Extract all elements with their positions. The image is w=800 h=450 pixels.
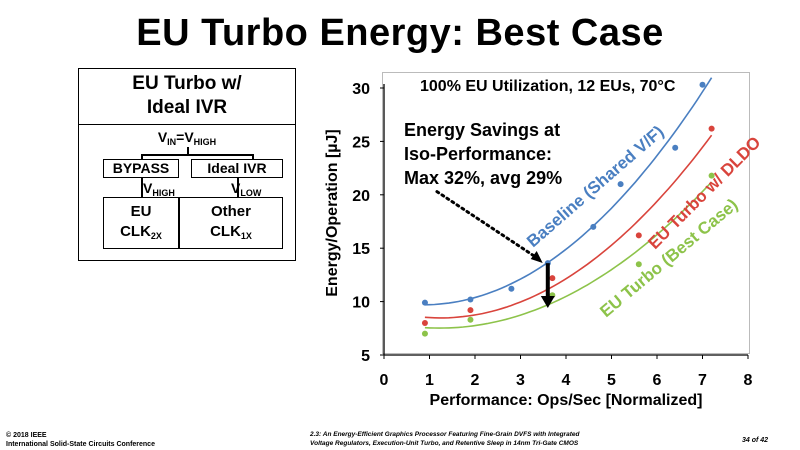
x-axis-label: Performance: Ops/Sec [Normalized] [429,392,703,409]
x-tick-label: 3 [516,372,525,389]
other-box: Other CLK1X [179,197,283,249]
page-number: 34 of 42 [742,437,769,444]
data-point-dldo [549,275,556,282]
y-tick-label: 15 [352,241,370,258]
savings-line1: Energy Savings at [404,120,561,140]
paper-line1: 2.3: An Energy-Efficient Graphics Proces… [310,431,580,438]
x-tick-label: 8 [744,372,753,389]
paper-line2: Voltage Regulators, Execution-Unit Turbo… [310,440,579,447]
slide-title: EU Turbo Energy: Best Case [136,12,664,54]
data-point-dldo [635,232,642,239]
data-point-best [635,261,642,268]
data-point-best [708,172,715,179]
other-clk-label: CLK1X [210,223,252,241]
dotted-arrow-line [435,190,541,261]
data-point-best [467,316,474,323]
data-point-baseline [467,296,474,303]
data-point-best [421,330,428,337]
y-tick-label: 10 [352,295,370,312]
x-tick-label: 6 [653,372,662,389]
y-tick-label: 25 [352,134,370,151]
y-tick-label: 20 [352,188,370,205]
y-tick-label: 30 [352,81,370,98]
dotted-arrow-head [530,251,543,264]
chart-frame [382,72,750,354]
ideal-ivr-box: Ideal IVR [191,159,283,178]
y-tick-label: 5 [361,348,370,365]
savings-annotation: Energy Savings at Iso-Performance: Max 3… [404,118,562,190]
x-tick-label: 1 [425,372,434,389]
data-point-dldo [708,125,715,132]
data-point-baseline [617,181,624,188]
data-point-baseline [508,285,515,292]
vin-label: VIN=VHIGH [157,129,217,147]
conference-text: International Solid-State Circuits Confe… [6,441,155,448]
x-tick-label: 5 [607,372,616,389]
ivr-output-line [237,178,239,197]
vlow-label: VLOW [231,180,262,198]
diagram-title-line2: Ideal IVR [146,97,228,118]
savings-line3: Max 32%, avg 29% [404,168,563,188]
savings-line2: Iso-Performance: [404,144,553,164]
footer-copyright: © 2018 IEEE International Solid-State Ci… [6,431,155,449]
diagram-title-line1: EU Turbo w/ [132,73,242,94]
data-point-baseline [699,81,706,88]
eu-box-label: EU [130,203,152,220]
trendline-baseline [424,77,713,306]
data-point-baseline [672,144,679,151]
trendline-best [424,181,713,329]
diagram-title: EU Turbo w/ Ideal IVR [79,69,295,125]
copyright-text: © 2018 IEEE [6,432,47,439]
x-tick-label: 4 [562,372,571,389]
data-point-baseline [421,299,428,306]
ivr-diagram: EU Turbo w/ Ideal IVR VIN=VHIGH BYPASS I… [78,68,296,261]
diagram-rail-horizontal [141,154,253,156]
vhigh-label: VHIGH [143,180,175,198]
data-point-baseline [590,223,597,230]
other-box-label: Other [210,203,251,220]
data-point-dldo [421,319,428,326]
utilization-annotation: 100% EU Utilization, 12 EUs, 70°C [420,78,676,95]
x-tick-label: 2 [471,372,480,389]
diagram-rail-left [141,154,143,160]
savings-arrow-head [540,296,555,309]
x-tick-label: 7 [698,372,707,389]
diagram-rail-vertical [187,147,189,155]
eu-clk-label: CLK2X [120,223,162,241]
footer-paper: 2.3: An Energy-Efficient Graphics Proces… [310,430,579,448]
trendline-dldo [424,134,713,319]
data-point-dldo [467,307,474,314]
bypass-output-line [141,178,143,197]
x-tick-label: 0 [380,372,389,389]
eu-box: EU CLK2X [103,197,179,249]
y-axis-label: Energy/Operation [µJ] [324,129,341,297]
bypass-box: BYPASS [103,159,179,178]
diagram-rail-right [252,154,254,160]
